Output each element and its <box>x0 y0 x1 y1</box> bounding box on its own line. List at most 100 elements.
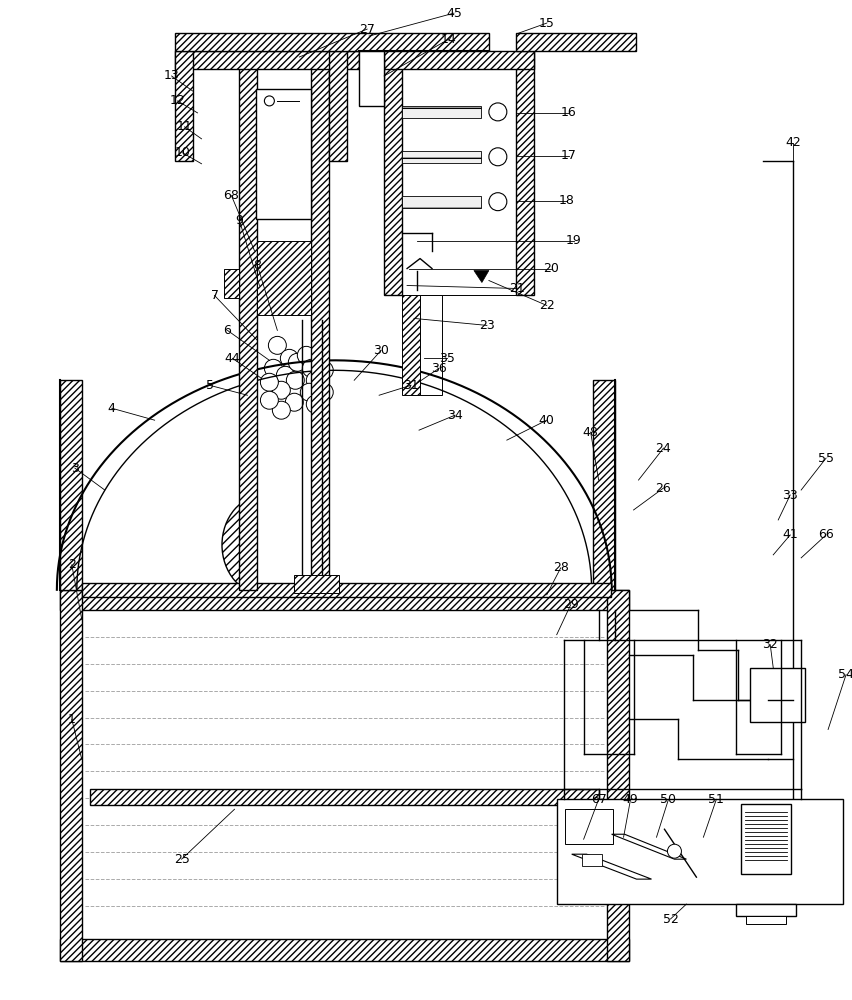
Text: 16: 16 <box>560 106 576 119</box>
Bar <box>224 269 239 298</box>
Text: 28: 28 <box>552 561 568 574</box>
Circle shape <box>285 393 303 411</box>
Bar <box>175 33 488 51</box>
Text: 12: 12 <box>170 94 185 107</box>
Text: 44: 44 <box>224 352 240 365</box>
Bar <box>329 51 347 161</box>
Circle shape <box>272 401 290 419</box>
Polygon shape <box>571 854 651 879</box>
Text: 21: 21 <box>509 282 524 295</box>
Text: 40: 40 <box>538 414 554 427</box>
Polygon shape <box>474 271 488 282</box>
Text: 52: 52 <box>662 913 677 926</box>
Text: 22: 22 <box>538 299 554 312</box>
Circle shape <box>302 359 320 377</box>
Polygon shape <box>611 834 686 859</box>
Circle shape <box>264 96 274 106</box>
Bar <box>556 799 842 904</box>
Bar <box>311 51 329 590</box>
Text: 32: 32 <box>762 638 777 651</box>
Bar <box>256 89 311 219</box>
Text: 45: 45 <box>446 7 461 20</box>
Text: 20: 20 <box>542 262 558 275</box>
Text: 31: 31 <box>403 379 418 392</box>
Text: 50: 50 <box>659 793 676 806</box>
Text: 54: 54 <box>838 668 852 681</box>
Text: 27: 27 <box>359 23 375 36</box>
Bar <box>60 590 82 961</box>
Text: 30: 30 <box>372 344 389 357</box>
Text: 67: 67 <box>590 793 606 806</box>
Bar <box>401 196 481 208</box>
Bar <box>82 583 610 597</box>
Circle shape <box>315 361 333 379</box>
Bar <box>175 51 193 161</box>
Circle shape <box>300 383 318 401</box>
Bar <box>606 590 628 961</box>
Text: 11: 11 <box>176 120 193 133</box>
Bar <box>359 51 383 106</box>
Circle shape <box>297 346 315 364</box>
Circle shape <box>268 336 286 354</box>
Text: 3: 3 <box>71 462 78 475</box>
Bar <box>60 380 82 590</box>
Bar <box>401 69 515 295</box>
Circle shape <box>260 373 278 391</box>
Text: 9: 9 <box>235 214 243 227</box>
Text: 13: 13 <box>164 69 179 82</box>
Text: 49: 49 <box>622 793 637 806</box>
Bar <box>294 575 339 593</box>
Circle shape <box>264 359 282 377</box>
Circle shape <box>306 371 324 389</box>
Text: 26: 26 <box>655 482 671 495</box>
Bar <box>239 51 257 590</box>
Text: 18: 18 <box>558 194 574 207</box>
Circle shape <box>286 371 304 389</box>
Text: 5: 5 <box>205 379 213 392</box>
Bar <box>740 804 791 874</box>
Text: 19: 19 <box>565 234 581 247</box>
Text: 17: 17 <box>560 149 576 162</box>
Text: 36: 36 <box>430 362 446 375</box>
Bar <box>383 51 401 295</box>
Text: 68: 68 <box>223 189 239 202</box>
Bar <box>735 904 795 916</box>
Bar <box>175 51 359 69</box>
Text: 55: 55 <box>817 452 833 465</box>
Text: 15: 15 <box>538 17 554 30</box>
Circle shape <box>276 366 294 384</box>
Bar <box>401 151 481 163</box>
Bar <box>564 809 612 844</box>
Circle shape <box>315 383 333 401</box>
Circle shape <box>260 391 278 409</box>
Circle shape <box>306 395 324 413</box>
Text: 8: 8 <box>253 259 261 272</box>
Text: 33: 33 <box>781 489 797 502</box>
Bar <box>746 916 786 924</box>
Text: 42: 42 <box>785 136 800 149</box>
Text: 25: 25 <box>174 853 189 866</box>
Circle shape <box>488 193 506 211</box>
Text: 1: 1 <box>68 713 76 726</box>
Bar <box>515 51 533 295</box>
Bar <box>419 295 441 395</box>
Text: 48: 48 <box>582 426 598 439</box>
Text: 35: 35 <box>439 352 454 365</box>
Text: 10: 10 <box>175 146 190 159</box>
Bar <box>60 939 628 961</box>
Bar <box>257 51 311 590</box>
Bar <box>592 380 614 590</box>
Bar <box>383 51 533 69</box>
Text: 2: 2 <box>68 558 76 571</box>
Circle shape <box>666 844 681 858</box>
Bar <box>89 789 598 805</box>
Bar <box>257 241 311 315</box>
Text: 24: 24 <box>655 442 671 455</box>
Bar <box>401 295 419 395</box>
Polygon shape <box>77 370 591 590</box>
Circle shape <box>488 148 506 166</box>
Text: 7: 7 <box>210 289 218 302</box>
Ellipse shape <box>222 495 307 595</box>
Text: 41: 41 <box>781 528 797 541</box>
Bar <box>750 668 804 722</box>
